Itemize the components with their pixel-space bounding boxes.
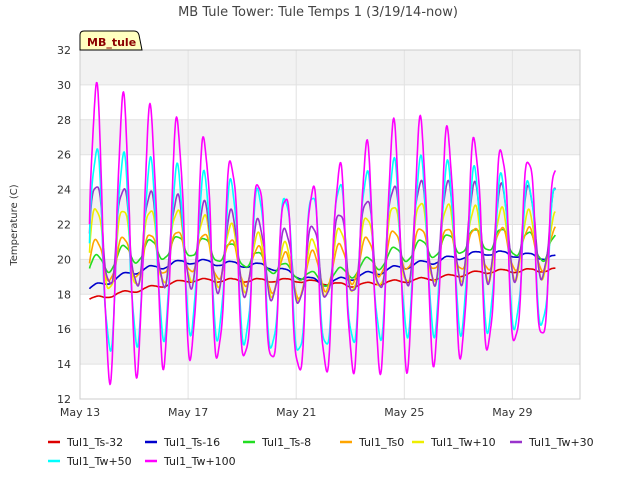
x-tick-label: May 17 [168,406,208,419]
y-tick-label: 22 [57,219,71,232]
y-tick-label: 28 [57,114,71,127]
plot-band [80,119,580,155]
series-lines [88,81,557,386]
plot-band [80,50,580,85]
plot-band [80,364,580,399]
series-line-Tul1_Tw+100 [88,81,557,386]
legend-label: Tul1_Tw+10 [430,436,496,449]
legend-label: Tul1_Tw+50 [66,455,132,468]
station-tag: MB_tule [79,30,143,51]
y-tick-label: 24 [57,184,71,197]
y-tick-label: 30 [57,79,71,92]
legend: Tul1_Ts-32 Tul1_Ts-16 Tul1_Ts-8 Tul1_Ts0 Tul… [48,436,594,468]
y-tick-label: 16 [57,323,71,336]
x-tick-label: May 13 [60,406,100,419]
legend-label: Tul1_Tw+30 [528,436,594,449]
y-tick-label: 14 [57,358,71,371]
legend-label: Tul1_Ts-8 [261,436,311,449]
legend-label: Tul1_Ts0 [358,436,404,449]
y-tick-label: 32 [57,44,71,57]
station-tag-label: MB_tule [87,36,136,49]
x-tick-labels: May 13 May 17 May 21 May 25 May 29 [60,406,533,419]
y-axis-label: Temperature (C) [9,184,20,266]
x-tick-label: May 25 [384,406,424,419]
plot-band [80,84,580,120]
legend-label: Tul1_Ts-16 [163,436,220,449]
y-tick-label: 18 [57,288,71,301]
legend-label: Tul1_Ts-32 [66,436,123,449]
y-tick-label: 12 [57,393,71,406]
chart-title: MB Tule Tower: Tule Temps 1 (3/19/14-now… [178,5,458,20]
x-tick-label: May 29 [492,406,532,419]
x-tick-label: May 21 [276,406,316,419]
plot-frame [79,49,581,400]
y-tick-label: 20 [57,253,71,266]
station-tag-box [79,30,143,51]
y-tick-labels: 12 14 16 18 20 22 24 26 28 30 32 [57,44,71,406]
legend-label: Tul1_Tw+100 [163,455,236,468]
y-tick-label: 26 [57,149,71,162]
